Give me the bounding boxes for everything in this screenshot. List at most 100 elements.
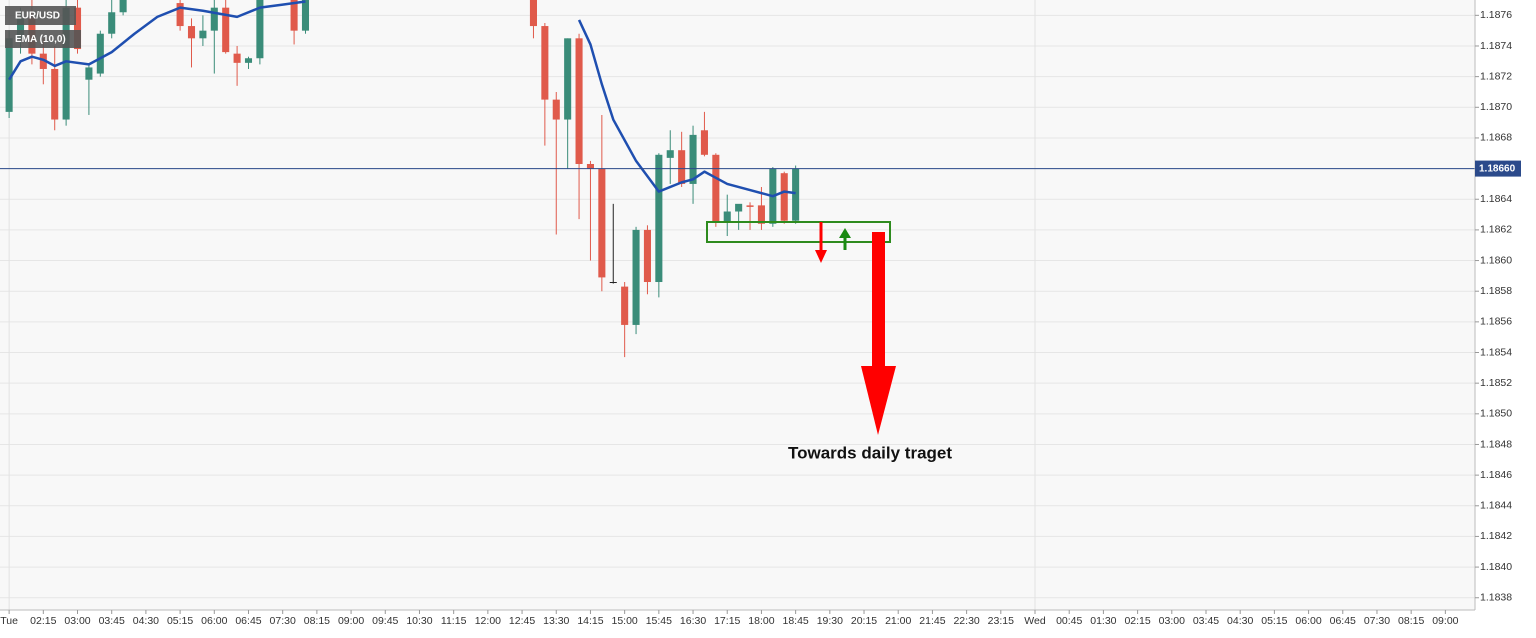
candle-body [575,38,583,164]
x-tick-label: 15:45 [646,615,672,627]
symbol-label: EUR/USD [15,11,60,22]
candle-body [85,67,93,80]
x-tick-label: 17:15 [714,615,740,627]
up-arrow-small-head [839,228,851,238]
candle-body [746,205,754,207]
x-tick-label: Wed [1024,615,1046,627]
x-tick-label: 10:30 [406,615,432,627]
down-arrow-small-head [815,250,827,263]
ema-line [577,19,796,198]
candle-body [586,163,594,169]
x-tick-label: 05:15 [1261,615,1287,627]
x-tick-label: 22:30 [953,615,979,627]
plot-background [0,0,1475,610]
candle-body [700,130,708,155]
indicator-label: EMA (10,0) [15,34,66,45]
y-tick-label: 1.1842 [1480,530,1512,542]
x-tick-label: 12:45 [509,615,535,627]
candle-body [712,154,720,223]
candle-body [244,58,253,63]
marks [0,0,1475,358]
ema-line [8,0,306,81]
x-tick-label: 18:00 [748,615,774,627]
x-tick-label: 23:15 [988,615,1014,627]
last-price-tag [1475,160,1521,177]
y-tick-label: 1.1848 [1480,438,1512,450]
candle-body [108,12,116,34]
candle-body [210,7,218,31]
x-tick-label: 02:15 [30,615,56,627]
candle-body [5,38,13,112]
big-down-arrow [872,232,885,368]
candle-body [96,33,104,74]
x-tick-label: 09:00 [1432,615,1458,627]
x-tick-label: 06:45 [235,615,261,627]
y-tick-label: 1.1852 [1480,377,1512,389]
x-tick-label: 09:00 [338,615,364,627]
annotation: Towards daily traget [788,443,952,462]
x-tick-label: 05:15 [167,615,193,627]
candle-body [643,229,651,283]
y-tick-label: 1.1872 [1480,70,1512,82]
y-tick-label: 1.1860 [1480,254,1512,266]
candle-body [222,7,230,53]
x-tick-label: 16:30 [680,615,706,627]
candle-body [16,18,25,39]
x-tick-label: 14:15 [577,615,603,627]
candle-body [689,134,697,184]
x-tick-label: 18:45 [782,615,808,627]
x-tick-label: 21:00 [885,615,911,627]
big-down-arrow-head [861,366,896,435]
x-tick-label: 12:00 [475,615,501,627]
candle-body [233,53,241,63]
x-tick-label: 03:00 [64,615,90,627]
last-price-label: 1.18660 [1479,164,1516,175]
indicator-tag [5,30,81,48]
x-tick-label: 13:30 [543,615,569,627]
candle-body [529,0,537,27]
candle-body [187,26,196,39]
x-tick-label: 04:30 [133,615,159,627]
candle-body [119,0,127,13]
x-tick-label: 03:00 [1159,615,1185,627]
candle-body [780,173,788,221]
x-tick-label: 20:15 [851,615,877,627]
axes: 1.1838 1.1840 1.1842 1.1844 1.1846 1.1848 1.18… [0,9,1521,627]
candle-body [666,150,674,158]
y-tick-label: 1.1862 [1480,224,1512,236]
x-tick-label: 03:45 [99,615,125,627]
x-tick-label: 08:15 [304,615,330,627]
candle-body [564,38,572,120]
x-tick-label: 21:45 [919,615,945,627]
x-tick-label: Tue [0,615,18,627]
x-tick-label: 06:00 [201,615,227,627]
candle-body [62,7,70,120]
candle-body [723,211,731,223]
y-tick-label: 1.1870 [1480,101,1512,113]
y-tick-label: 1.1856 [1480,316,1512,328]
x-tick-label: 06:45 [1330,615,1356,627]
x-tick-label: 07:30 [1364,615,1390,627]
x-tick-label: 06:00 [1295,615,1321,627]
candle-body [256,0,264,59]
support-zone [706,221,891,243]
y-tick-label: 1.1838 [1480,592,1512,604]
candle-body [792,168,800,221]
grid [0,0,1475,610]
y-tick-label: 1.1854 [1480,346,1512,358]
x-tick-label: 09:45 [372,615,398,627]
candle-body [678,150,686,184]
candle-body [51,68,59,120]
y-tick-label: 1.1858 [1480,285,1512,297]
y-tick-label: 1.1850 [1480,408,1512,420]
candle-body [632,229,640,325]
candle-body [609,282,617,284]
candle-body [199,30,207,39]
candle-body [552,99,560,120]
candle-body [73,7,82,50]
y-tick-label: 1.1876 [1480,9,1512,21]
x-tick-label: 00:45 [1056,615,1082,627]
y-tick-label: 1.1846 [1480,469,1512,481]
y-tick-label: 1.1840 [1480,561,1512,573]
